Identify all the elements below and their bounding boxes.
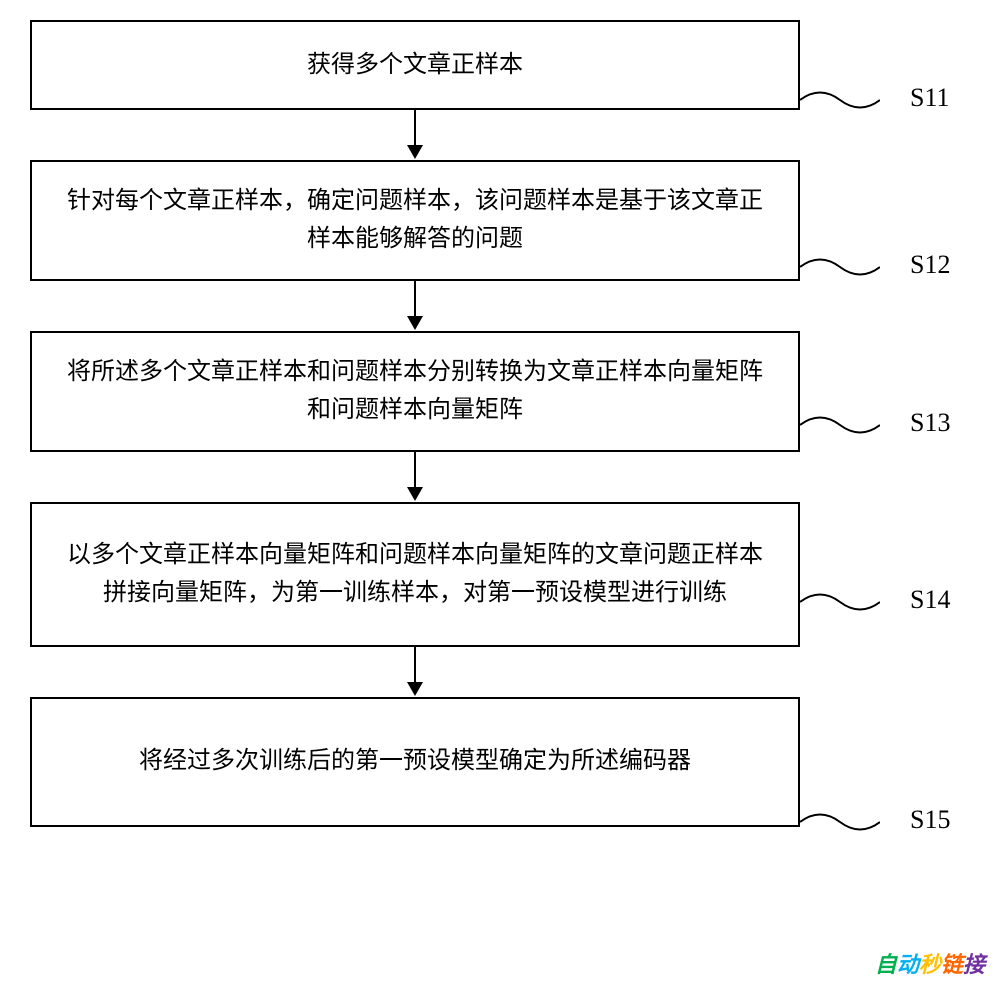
connector-curve xyxy=(800,252,880,282)
step-label-s15: S15 xyxy=(910,805,950,835)
flowchart-arrow xyxy=(30,647,800,697)
flowchart-step-s13: 将所述多个文章正样本和问题样本分别转换为文章正样本向量矩阵和问题样本向量矩阵 xyxy=(30,331,800,452)
flowchart-arrow xyxy=(30,110,800,160)
flowchart-arrow xyxy=(30,452,800,502)
watermark-char: 动 xyxy=(897,952,919,977)
flowchart-step-s11: 获得多个文章正样本 xyxy=(30,20,800,110)
arrow-line xyxy=(414,281,416,316)
arrow-head xyxy=(407,316,423,330)
step-text: 针对每个文章正样本，确定问题样本，该问题样本是基于该文章正样本能够解答的问题 xyxy=(62,182,768,259)
arrow-line xyxy=(414,110,416,145)
flowchart-step-s15: 将经过多次训练后的第一预设模型确定为所述编码器 xyxy=(30,697,800,827)
watermark-char: 链 xyxy=(941,952,963,977)
flowchart-container: 获得多个文章正样本 针对每个文章正样本，确定问题样本，该问题样本是基于该文章正样… xyxy=(30,20,850,827)
flowchart-arrow xyxy=(30,281,800,331)
connector-curve xyxy=(800,807,880,837)
step-label-s12: S12 xyxy=(910,250,950,280)
step-text: 将经过多次训练后的第一预设模型确定为所述编码器 xyxy=(139,742,691,780)
watermark: 自动秒链接 xyxy=(875,947,985,979)
step-label-s14: S14 xyxy=(910,585,950,615)
flowchart-step-s14: 以多个文章正样本向量矩阵和问题样本向量矩阵的文章问题正样本拼接向量矩阵，为第一训… xyxy=(30,502,800,647)
watermark-char: 接 xyxy=(963,952,985,977)
arrow-head xyxy=(407,145,423,159)
arrow-head xyxy=(407,487,423,501)
watermark-char: 秒 xyxy=(919,952,941,977)
step-text: 获得多个文章正样本 xyxy=(307,46,523,84)
flowchart-step-s12: 针对每个文章正样本，确定问题样本，该问题样本是基于该文章正样本能够解答的问题 xyxy=(30,160,800,281)
step-label-s13: S13 xyxy=(910,408,950,438)
step-label-s11: S11 xyxy=(910,83,950,113)
watermark-char: 自 xyxy=(875,952,897,977)
step-text: 将所述多个文章正样本和问题样本分别转换为文章正样本向量矩阵和问题样本向量矩阵 xyxy=(62,353,768,430)
arrow-line xyxy=(414,647,416,682)
connector-curve xyxy=(800,410,880,440)
arrow-head xyxy=(407,682,423,696)
connector-curve xyxy=(800,587,880,617)
step-text: 以多个文章正样本向量矩阵和问题样本向量矩阵的文章问题正样本拼接向量矩阵，为第一训… xyxy=(62,536,768,613)
connector-curve xyxy=(800,85,880,115)
arrow-line xyxy=(414,452,416,487)
